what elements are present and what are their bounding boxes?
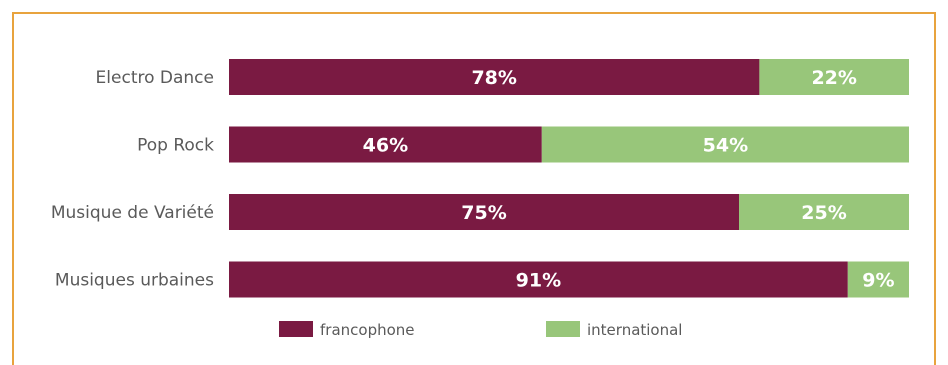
category-label-pop-rock: Pop Rock xyxy=(137,136,214,156)
bar-francophone-musique-de-variete xyxy=(229,194,739,230)
bar-value-labels: 78% 22% 46% 54% 75% 25% 91% 9% xyxy=(363,67,895,292)
bar-international-electro-dance xyxy=(759,59,909,95)
legend-swatch-francophone xyxy=(279,321,313,337)
bar-francophone-musiques-urbaines xyxy=(229,261,848,298)
value-label-international-pop-rock: 54% xyxy=(703,135,748,157)
category-label-musique-de-variete: Musique de Variété xyxy=(51,203,214,223)
bar-francophone-pop-rock xyxy=(229,126,542,163)
value-label-francophone-pop-rock: 46% xyxy=(363,135,408,157)
legend-label-francophone: francophone xyxy=(320,321,415,339)
value-label-francophone-electro-dance: 78% xyxy=(471,67,516,89)
bar-international-musique-de-variete xyxy=(739,194,909,230)
category-label-electro-dance: Electro Dance xyxy=(96,68,214,88)
chart-frame xyxy=(12,12,936,365)
legend-label-international: international xyxy=(587,321,682,339)
category-labels: Electro Dance Pop Rock Musique de Variété M… xyxy=(51,68,214,291)
value-label-international-musique-de-variete: 25% xyxy=(801,202,846,224)
value-label-francophone-musiques-urbaines: 91% xyxy=(516,270,561,292)
bar-international-musiques-urbaines xyxy=(847,261,909,298)
value-label-international-musiques-urbaines: 9% xyxy=(862,270,894,292)
bars xyxy=(229,59,909,298)
value-label-francophone-musique-de-variete: 75% xyxy=(461,202,506,224)
legend-swatch-international xyxy=(546,321,580,337)
bar-international-pop-rock xyxy=(541,126,909,163)
legend: francophone international xyxy=(279,321,682,339)
bar-francophone-electro-dance xyxy=(229,59,760,95)
value-label-international-electro-dance: 22% xyxy=(811,67,856,89)
category-label-musiques-urbaines: Musiques urbaines xyxy=(55,271,214,291)
